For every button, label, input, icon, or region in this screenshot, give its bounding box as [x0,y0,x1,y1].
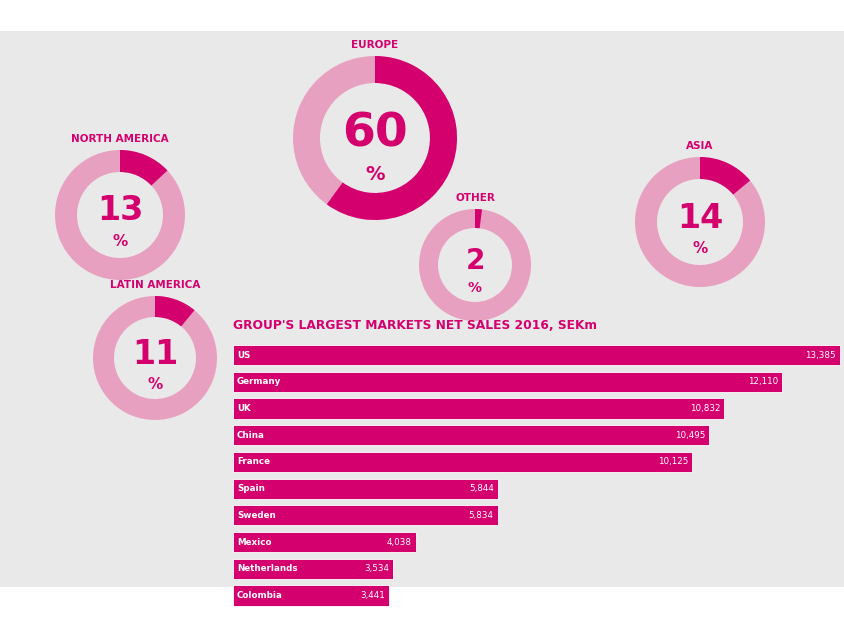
Text: 60: 60 [342,111,408,156]
Text: Mexico: Mexico [236,538,271,546]
Text: Netherlands: Netherlands [236,564,297,574]
Text: Colombia: Colombia [236,591,283,600]
Text: 14: 14 [676,201,722,234]
Text: GROUP'S LARGEST MARKETS NET SALES 2016, SEKm: GROUP'S LARGEST MARKETS NET SALES 2016, … [233,319,597,332]
Text: US: US [236,350,250,360]
Bar [233,505,497,525]
Wedge shape [474,209,481,228]
Wedge shape [293,56,457,220]
Wedge shape [327,56,457,220]
Text: 3,441: 3,441 [360,591,385,600]
Bar [233,532,415,552]
Wedge shape [634,157,764,287]
Text: 10,832: 10,832 [689,404,719,413]
Text: 12,110: 12,110 [747,378,777,386]
Bar [233,399,723,418]
Text: %: % [468,281,481,295]
Wedge shape [419,209,530,321]
Text: Sweden: Sweden [236,511,275,520]
Bar [233,585,388,606]
Text: %: % [691,241,706,256]
Text: NORTH AMERICA: NORTH AMERICA [71,134,169,144]
Wedge shape [120,150,167,185]
Wedge shape [699,157,749,195]
Text: UK: UK [236,404,251,413]
Text: LATIN AMERICA: LATIN AMERICA [110,280,200,290]
Text: 5,844: 5,844 [468,484,494,493]
Bar [233,559,392,579]
Text: 2: 2 [465,247,484,275]
Bar [233,371,782,392]
Text: 4,038: 4,038 [387,538,412,546]
Text: 13,385: 13,385 [804,350,835,360]
Text: 5,834: 5,834 [468,511,493,520]
Text: Germany: Germany [236,378,281,386]
Text: 10,495: 10,495 [674,431,704,440]
Bar [233,345,839,365]
Text: Spain: Spain [236,484,264,493]
Text: OTHER: OTHER [455,193,495,203]
Text: %: % [112,234,127,249]
Text: China: China [236,431,264,440]
Wedge shape [55,150,185,280]
Wedge shape [154,296,194,326]
Text: ASIA: ASIA [685,141,713,151]
Text: %: % [365,165,384,184]
Bar [233,452,691,472]
Bar [233,425,708,446]
Text: 13: 13 [97,195,143,227]
Text: %: % [147,377,162,392]
Text: 10,125: 10,125 [657,457,687,467]
Text: France: France [236,457,270,467]
Text: EUROPE: EUROPE [351,40,398,50]
Bar [233,478,497,499]
Text: 3,534: 3,534 [364,564,389,574]
Text: 11: 11 [132,337,178,371]
Wedge shape [93,296,217,420]
